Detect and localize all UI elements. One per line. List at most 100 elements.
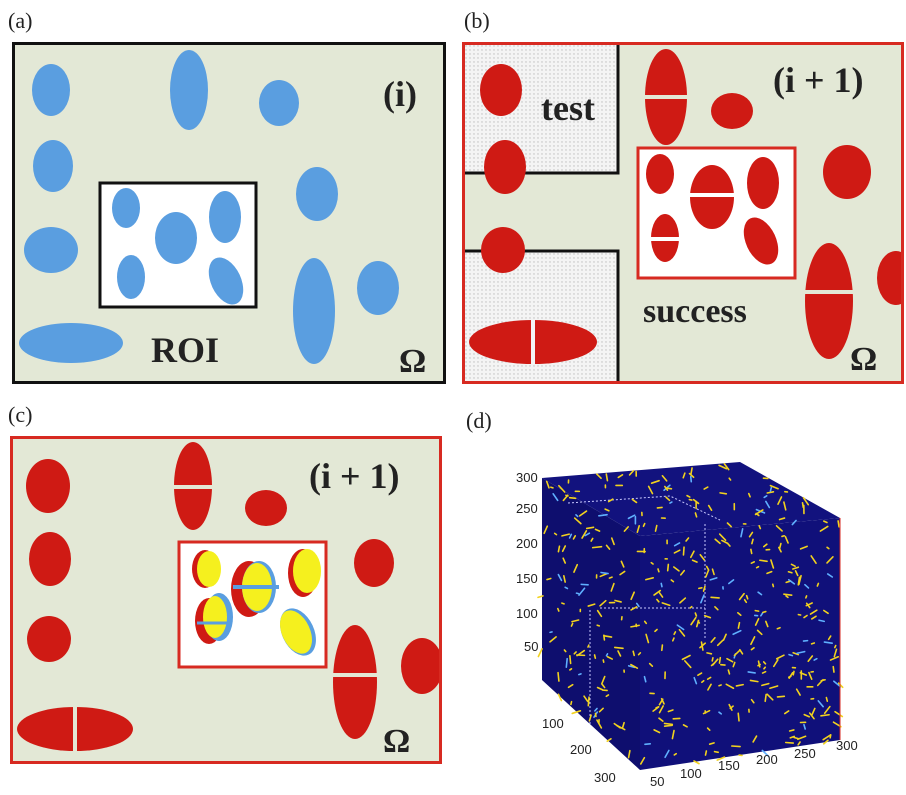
cube-right-face [640, 518, 840, 770]
speck [726, 522, 732, 528]
z-tick: 300 [516, 470, 538, 485]
speck [819, 525, 829, 532]
speck [607, 498, 614, 503]
speck [690, 616, 697, 626]
speck [610, 582, 615, 592]
panel-d-letter: (d) [466, 408, 492, 433]
speck [769, 484, 779, 490]
speck [599, 572, 608, 578]
panel-a-letter: (a) [8, 8, 33, 33]
speck [630, 591, 635, 601]
panel-c-letter: (c) [8, 402, 33, 427]
speck [671, 729, 675, 740]
particle [484, 140, 526, 194]
speck [747, 492, 751, 498]
speck [810, 615, 817, 620]
speck [718, 684, 722, 687]
speck [570, 700, 573, 706]
speck [653, 729, 661, 734]
speck [567, 683, 574, 689]
speck [603, 634, 606, 641]
speck [573, 563, 579, 573]
speck [769, 486, 773, 493]
speck [796, 735, 807, 741]
speck [661, 644, 664, 652]
speck [605, 544, 611, 550]
z-tick: 100 [516, 606, 538, 621]
speck [685, 537, 690, 542]
speck [778, 517, 786, 521]
speck [710, 596, 720, 599]
speck [748, 531, 754, 538]
speck [594, 707, 598, 712]
speck [679, 569, 686, 576]
speck [706, 652, 713, 655]
speck [757, 591, 763, 596]
speck [804, 583, 810, 589]
speck [718, 711, 723, 715]
speck [591, 545, 603, 549]
speck [766, 491, 775, 494]
x-tick: 150 [718, 758, 740, 773]
speck [702, 585, 706, 592]
speck [545, 480, 550, 489]
roi-particle [747, 157, 779, 209]
speck [707, 683, 712, 691]
speck [799, 545, 808, 550]
speck [713, 750, 720, 754]
speck [661, 602, 671, 607]
speck [704, 750, 708, 756]
speck [714, 538, 721, 545]
speck [718, 656, 722, 664]
speck [823, 705, 831, 715]
particle [711, 93, 753, 129]
speck [627, 749, 631, 759]
speck [596, 609, 603, 618]
speck [747, 671, 756, 674]
speck [826, 573, 834, 578]
speck [793, 736, 800, 740]
speck [787, 578, 796, 585]
iteration-label: (i + 1) [773, 60, 864, 100]
speck [811, 707, 816, 716]
speck [707, 504, 713, 511]
speck [666, 487, 673, 490]
speck [569, 655, 572, 665]
yellow-particle [293, 549, 321, 593]
speck [558, 484, 566, 493]
speck [794, 570, 799, 577]
speck [636, 525, 641, 533]
speck [673, 566, 680, 572]
speck [686, 494, 691, 498]
speck [691, 559, 698, 563]
particle [27, 616, 71, 662]
speck [603, 635, 613, 638]
speck [614, 599, 622, 603]
speck [761, 682, 770, 687]
speck [697, 672, 703, 677]
yellow-specks [537, 462, 844, 765]
particle [877, 251, 901, 305]
speck [694, 612, 698, 617]
speck [775, 654, 785, 660]
speck [601, 683, 606, 689]
speck [571, 619, 580, 623]
z-tick: 250 [516, 501, 538, 516]
speck [808, 671, 813, 680]
yellow-particle [197, 551, 221, 587]
speck [578, 510, 588, 517]
speck [783, 710, 790, 715]
speck [823, 609, 829, 615]
speck [537, 647, 543, 658]
speck [630, 624, 640, 628]
particle [245, 490, 287, 526]
particle [26, 459, 70, 513]
speck [673, 752, 678, 756]
speck [693, 760, 700, 765]
speck [587, 644, 590, 648]
x-tick: 250 [794, 746, 816, 761]
speck [757, 660, 761, 668]
x-tick: 100 [680, 766, 702, 781]
speck [673, 549, 681, 554]
particle [24, 227, 78, 273]
